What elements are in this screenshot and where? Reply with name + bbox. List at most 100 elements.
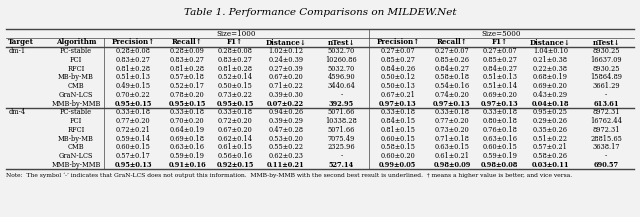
Text: 0.33±0.18: 0.33±0.18 <box>218 108 253 116</box>
Text: 0.49±0.15: 0.49±0.15 <box>116 82 150 90</box>
Text: 0.84±0.26: 0.84±0.26 <box>380 65 415 73</box>
Text: 3638.17: 3638.17 <box>593 143 620 151</box>
Text: dm-1: dm-1 <box>8 47 26 55</box>
Text: 0.54±0.16: 0.54±0.16 <box>435 82 470 90</box>
Text: 0.55±0.22: 0.55±0.22 <box>268 143 303 151</box>
Text: Size=5000: Size=5000 <box>481 30 521 38</box>
Text: 0.73±0.22: 0.73±0.22 <box>218 91 252 99</box>
Text: 0.91±0.16: 0.91±0.16 <box>168 161 206 169</box>
Text: 0.27±0.39: 0.27±0.39 <box>268 65 303 73</box>
Text: -: - <box>340 152 342 160</box>
Text: 0.94±0.26: 0.94±0.26 <box>268 108 303 116</box>
Text: 5032.70: 5032.70 <box>328 47 355 55</box>
Text: -: - <box>605 91 607 99</box>
Text: 5071.66: 5071.66 <box>328 126 355 134</box>
Text: 10338.28: 10338.28 <box>326 117 357 125</box>
Text: Precision↑: Precision↑ <box>111 38 155 46</box>
Text: 8930.25: 8930.25 <box>593 65 620 73</box>
Text: 613.61: 613.61 <box>593 100 619 108</box>
Text: 0.27±0.07: 0.27±0.07 <box>435 47 469 55</box>
Text: 1.02±0.12: 1.02±0.12 <box>268 47 303 55</box>
Text: 0.77±0.20: 0.77±0.20 <box>435 117 469 125</box>
Text: 8930.25: 8930.25 <box>593 47 620 55</box>
Text: 0.78±0.20: 0.78±0.20 <box>170 91 205 99</box>
Text: 16637.09: 16637.09 <box>590 56 622 64</box>
Text: nTest↓: nTest↓ <box>593 38 620 46</box>
Text: 0.80±0.18: 0.80±0.18 <box>483 117 517 125</box>
Text: FCI: FCI <box>70 56 82 64</box>
Text: 0.51±0.14: 0.51±0.14 <box>482 82 517 90</box>
Text: 10260.86: 10260.86 <box>326 56 357 64</box>
Text: 0.60±0.15: 0.60±0.15 <box>380 135 415 143</box>
Text: 0.52±0.14: 0.52±0.14 <box>218 73 253 81</box>
Text: 0.04±0.18: 0.04±0.18 <box>532 100 569 108</box>
Text: 0.03±0.11: 0.03±0.11 <box>532 161 570 169</box>
Text: 0.59±0.19: 0.59±0.19 <box>170 152 205 160</box>
Text: MMB-by-MMB: MMB-by-MMB <box>51 161 100 169</box>
Text: 5071.66: 5071.66 <box>328 108 355 116</box>
Text: 0.72±0.21: 0.72±0.21 <box>116 126 150 134</box>
Text: 0.27±0.07: 0.27±0.07 <box>381 47 415 55</box>
Text: 0.83±0.27: 0.83±0.27 <box>218 56 252 64</box>
Text: Distance↓: Distance↓ <box>266 38 306 46</box>
Text: 0.43±0.29: 0.43±0.29 <box>533 91 568 99</box>
Text: dm-4: dm-4 <box>8 108 26 116</box>
Text: 0.81±0.15: 0.81±0.15 <box>380 126 415 134</box>
Text: 0.61±0.21: 0.61±0.21 <box>435 152 470 160</box>
Text: F1↑: F1↑ <box>492 38 508 46</box>
Text: 0.70±0.22: 0.70±0.22 <box>116 91 150 99</box>
Text: 0.63±0.16: 0.63±0.16 <box>170 143 205 151</box>
Text: 0.67±0.20: 0.67±0.20 <box>268 73 303 81</box>
Text: 0.81±0.28: 0.81±0.28 <box>116 65 150 73</box>
Text: 0.98±0.09: 0.98±0.09 <box>433 161 470 169</box>
Text: 0.52±0.17: 0.52±0.17 <box>170 82 205 90</box>
Text: 0.60±0.20: 0.60±0.20 <box>380 152 415 160</box>
Text: 0.97±0.13: 0.97±0.13 <box>379 100 417 108</box>
Text: 0.71±0.22: 0.71±0.22 <box>268 82 303 90</box>
Text: 3661.29: 3661.29 <box>593 82 620 90</box>
Text: 0.62±0.14: 0.62±0.14 <box>218 135 253 143</box>
Text: 0.57±0.18: 0.57±0.18 <box>170 73 205 81</box>
Text: 0.83±0.27: 0.83±0.27 <box>170 56 205 64</box>
Text: 0.59±0.19: 0.59±0.19 <box>482 152 517 160</box>
Text: 0.81±0.28: 0.81±0.28 <box>170 65 205 73</box>
Text: 0.47±0.28: 0.47±0.28 <box>268 126 303 134</box>
Text: 0.60±0.15: 0.60±0.15 <box>116 143 150 151</box>
Text: 0.95±0.15: 0.95±0.15 <box>168 100 206 108</box>
Text: 0.63±0.15: 0.63±0.15 <box>435 143 470 151</box>
Text: 0.57±0.17: 0.57±0.17 <box>116 152 150 160</box>
Text: 15864.89: 15864.89 <box>590 73 622 81</box>
Text: MB-by-MB: MB-by-MB <box>58 135 94 143</box>
Text: CMB: CMB <box>68 82 84 90</box>
Text: 8972.31: 8972.31 <box>593 126 620 134</box>
Text: 0.53±0.20: 0.53±0.20 <box>268 135 303 143</box>
Text: 0.58±0.15: 0.58±0.15 <box>380 143 415 151</box>
Text: 0.83±0.27: 0.83±0.27 <box>116 56 150 64</box>
Text: 0.07±0.22: 0.07±0.22 <box>268 100 305 108</box>
Text: -: - <box>605 152 607 160</box>
Text: 0.95±0.13: 0.95±0.13 <box>115 161 152 169</box>
Text: 0.33±0.18: 0.33±0.18 <box>116 108 150 116</box>
Text: 0.22±0.38: 0.22±0.38 <box>533 65 568 73</box>
Text: 5032.70: 5032.70 <box>328 65 355 73</box>
Text: RFCI: RFCI <box>67 126 84 134</box>
Text: 0.71±0.18: 0.71±0.18 <box>435 135 469 143</box>
Text: Algorithm: Algorithm <box>56 38 96 46</box>
Text: MB-by-MB: MB-by-MB <box>58 73 94 81</box>
Text: 0.63±0.16: 0.63±0.16 <box>482 135 517 143</box>
Text: 0.33±0.18: 0.33±0.18 <box>435 108 470 116</box>
Text: Size=1000: Size=1000 <box>217 30 256 38</box>
Text: 7075.49: 7075.49 <box>328 135 355 143</box>
Text: 0.69±0.20: 0.69±0.20 <box>533 82 568 90</box>
Text: 0.51±0.22: 0.51±0.22 <box>533 135 568 143</box>
Text: 0.28±0.08: 0.28±0.08 <box>116 47 150 55</box>
Text: 0.35±0.26: 0.35±0.26 <box>533 126 568 134</box>
Text: 0.51±0.13: 0.51±0.13 <box>116 73 150 81</box>
Text: 1.04±0.10: 1.04±0.10 <box>533 47 568 55</box>
Text: 0.69±0.20: 0.69±0.20 <box>483 91 517 99</box>
Text: 0.67±0.21: 0.67±0.21 <box>380 91 415 99</box>
Text: 0.95±0.25: 0.95±0.25 <box>533 108 568 116</box>
Text: 0.51±0.13: 0.51±0.13 <box>482 73 517 81</box>
Text: nTest↓: nTest↓ <box>328 38 355 46</box>
Text: 0.39±0.29: 0.39±0.29 <box>268 117 303 125</box>
